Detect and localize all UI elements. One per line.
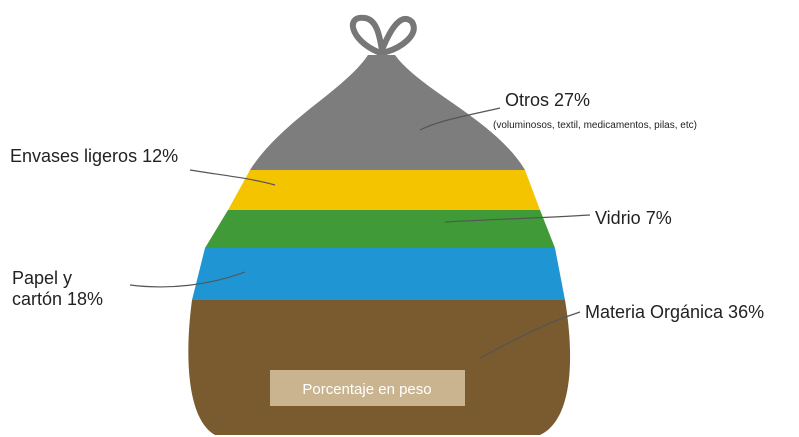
band-envases	[228, 170, 540, 210]
label-vidrio: Vidrio 7%	[595, 208, 672, 228]
bag	[188, 18, 570, 435]
caption: Porcentaje en peso	[302, 381, 431, 398]
label-otros-detail: (voluminosos, textil, medicamentos, pila…	[493, 120, 697, 131]
bag-knot	[353, 18, 414, 52]
band-papel	[192, 248, 565, 300]
label-otros: Otros 27%	[505, 90, 590, 110]
band-vidrio	[205, 210, 555, 248]
label-organica: Materia Orgánica 36%	[585, 302, 764, 322]
label-papel-1: Papel y	[12, 268, 72, 288]
infographic: Porcentaje en peso Otros 27% (voluminoso…	[0, 0, 799, 437]
band-organica	[188, 300, 570, 435]
label-envases: Envases ligeros 12%	[10, 146, 178, 166]
label-papel-2: cartón 18%	[12, 289, 103, 309]
band-otros	[250, 55, 525, 170]
